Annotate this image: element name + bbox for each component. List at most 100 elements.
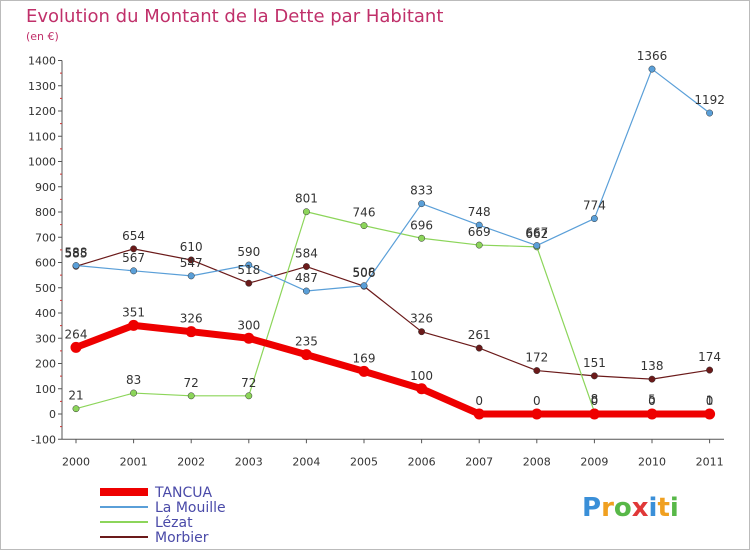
data-point-la-mouille xyxy=(360,282,368,290)
data-label-l-zat: 696 xyxy=(410,218,433,232)
legend-label-tancua: TANCUA xyxy=(154,485,213,501)
data-point-la-mouille xyxy=(590,215,598,223)
data-label-la-mouille: 487 xyxy=(295,271,318,285)
data-label-la-mouille: 748 xyxy=(468,205,491,219)
data-point-la-mouille xyxy=(706,109,714,117)
data-point-l-zat xyxy=(302,208,310,216)
data-label-l-zat: 5 xyxy=(648,393,656,407)
data-label-tancua: 0 xyxy=(648,394,656,408)
data-label-l-zat: 662 xyxy=(525,227,548,241)
y-tick-label: 1100 xyxy=(28,130,56,143)
data-label-l-zat: 83 xyxy=(126,373,141,387)
data-point-tancua xyxy=(646,408,658,420)
x-tick-label: 2000 xyxy=(62,455,90,468)
data-point-tancua xyxy=(473,408,485,420)
data-label-tancua: 351 xyxy=(122,305,145,319)
data-point-morbier xyxy=(302,263,310,270)
legend-label-la-mouille: La Mouille xyxy=(155,500,226,516)
data-label-tancua: 300 xyxy=(237,318,260,332)
data-point-la-mouille xyxy=(72,262,80,269)
data-point-l-zat xyxy=(187,392,195,400)
data-label-morbier: 172 xyxy=(525,351,548,365)
data-point-morbier xyxy=(187,256,195,264)
legend-label-morbier: Morbier xyxy=(155,530,209,546)
y-tick-label: 500 xyxy=(35,282,56,295)
data-label-morbier: 584 xyxy=(295,247,318,261)
y-tick-label: 1300 xyxy=(28,80,56,93)
series-line-tancua xyxy=(72,321,714,418)
data-label-tancua: 100 xyxy=(410,369,433,383)
data-label-l-zat: 8 xyxy=(591,392,599,406)
data-label-la-mouille: 567 xyxy=(122,251,145,265)
series-line-la-mouille xyxy=(75,68,711,292)
data-point-l-zat xyxy=(245,392,253,400)
logo-text: Proxiti xyxy=(582,493,679,523)
data-point-l-zat xyxy=(360,222,368,230)
data-label-la-mouille: 508 xyxy=(353,266,376,280)
data-label-morbier: 506 xyxy=(353,266,376,280)
data-point-l-zat xyxy=(72,405,80,413)
data-point-tancua xyxy=(416,383,428,395)
x-tick-label: 2001 xyxy=(120,455,148,468)
y-tick-label: -100 xyxy=(31,433,56,446)
data-label-morbier: 174 xyxy=(698,350,721,364)
data-label-l-zat: 746 xyxy=(353,206,376,220)
data-label-la-mouille: 774 xyxy=(583,199,606,213)
series-line-morbier xyxy=(75,248,711,380)
data-label-la-mouille: 588 xyxy=(65,246,88,260)
y-tick-label: 0 xyxy=(49,408,56,421)
data-label-tancua: 169 xyxy=(353,351,376,365)
data-point-tancua xyxy=(185,326,197,338)
y-tick-label: 200 xyxy=(35,358,56,371)
data-label-morbier: 151 xyxy=(583,356,606,370)
data-point-tancua xyxy=(243,332,255,344)
y-tick-label: 800 xyxy=(35,206,56,219)
data-label-morbier: 654 xyxy=(122,229,145,243)
y-tick-label: 1000 xyxy=(28,156,56,169)
data-label-l-zat: 669 xyxy=(468,225,491,239)
data-label-l-zat: 72 xyxy=(184,376,199,390)
data-label-tancua: 0 xyxy=(591,394,599,408)
data-point-tancua xyxy=(588,408,600,420)
data-point-la-mouille xyxy=(418,200,426,208)
data-label-la-mouille: 1366 xyxy=(637,49,668,63)
data-point-l-zat xyxy=(475,241,483,249)
data-label-morbier: 610 xyxy=(180,240,203,254)
data-point-morbier xyxy=(648,375,656,383)
data-label-la-mouille: 547 xyxy=(180,256,203,270)
proxiti-logo: Proxiti xyxy=(582,493,679,523)
y-tick-label: 700 xyxy=(35,231,56,244)
data-point-tancua xyxy=(300,349,312,361)
data-point-tancua xyxy=(128,319,140,331)
y-tick-label: 300 xyxy=(35,332,56,345)
data-point-morbier xyxy=(130,245,138,253)
data-point-la-mouille xyxy=(245,261,253,269)
data-point-morbier xyxy=(418,328,426,336)
x-tick-label: 2011 xyxy=(696,455,724,468)
x-tick-label: 2010 xyxy=(638,455,666,468)
data-label-morbier: 585 xyxy=(65,246,88,260)
y-tick-label: 100 xyxy=(35,383,56,396)
data-point-morbier xyxy=(590,372,598,380)
data-point-l-zat xyxy=(130,389,138,397)
data-label-tancua: 264 xyxy=(65,327,88,341)
chart-subtitle: (en €) xyxy=(26,30,59,43)
x-tick-label: 2009 xyxy=(580,455,608,468)
data-point-la-mouille xyxy=(533,242,541,250)
data-point-tancua xyxy=(704,408,716,420)
data-label-la-mouille: 1192 xyxy=(694,93,725,107)
y-tick-label: 400 xyxy=(35,307,56,320)
data-label-l-zat: 801 xyxy=(295,192,318,206)
data-label-morbier: 261 xyxy=(468,328,491,342)
data-label-tancua: 0 xyxy=(475,394,483,408)
y-tick-label: 600 xyxy=(35,257,56,270)
x-tick-label: 2006 xyxy=(408,455,436,468)
data-point-la-mouille xyxy=(475,221,483,229)
series-layer xyxy=(70,65,716,420)
data-label-la-mouille: 590 xyxy=(237,245,260,259)
data-label-l-zat: 1 xyxy=(706,394,714,408)
data-label-morbier: 138 xyxy=(641,359,664,373)
